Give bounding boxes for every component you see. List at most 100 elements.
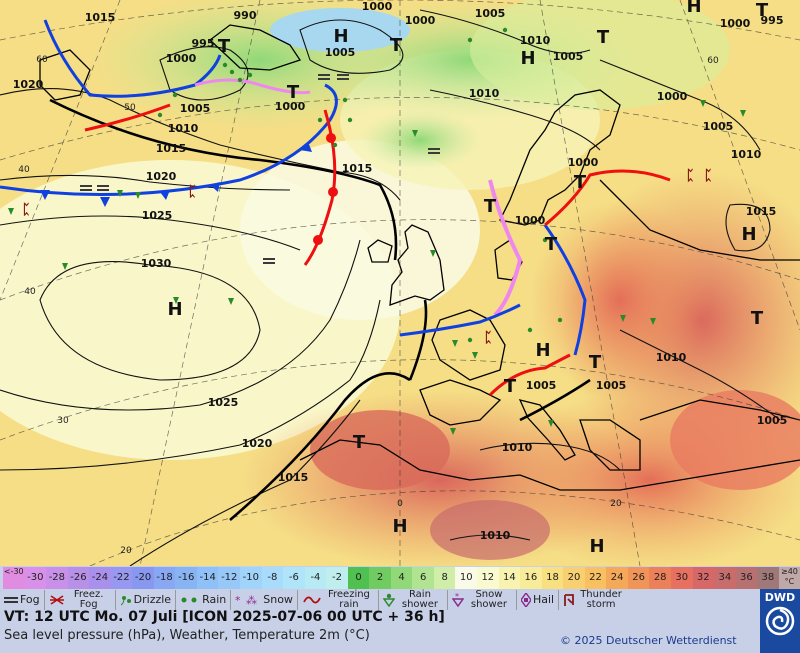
drizzle-icon [120,596,131,606]
svg-text:⁂: ⁂ [246,594,257,606]
dwd-swirl-icon [765,606,795,636]
cold-front-europe [399,303,521,337]
temperature-scale-cell: -30 [24,567,47,589]
temperature-scale-cell: -12 [218,567,241,589]
temperature-scale-cell: 38 [757,567,779,589]
thunderstorm-icon [564,594,574,606]
hail-icon [520,593,531,607]
svg-text:ᛈ: ᛈ [22,202,30,218]
troughs [49,98,591,521]
legend-label: Drizzle [133,593,172,606]
high-pressure-center: H [392,516,407,537]
legend-snow-shower: * Snow shower [448,590,517,610]
svg-text:ᛈ: ᛈ [704,168,712,184]
high-pressure-center: H [686,0,701,17]
cold-front-atlantic [0,83,338,197]
isobar-label: 1030 [141,257,172,270]
rain-icon [181,597,197,603]
freezing-fog-icon [49,595,64,605]
temperature-scale-cell: -2 [326,567,348,589]
legend-freezing-fog: Freez. Fog [45,590,116,610]
low-pressure-center: T [589,352,602,373]
legend-label: Thunder storm [580,589,622,610]
isobar-label: 1020 [13,78,44,91]
low-pressure-center: T [756,0,769,21]
weather-symbols [8,27,746,435]
warm-front-east [544,169,671,227]
isobar-label: 1005 [596,379,627,392]
low-pressure-center: T [504,376,517,397]
isobar-label: 995 [192,37,215,50]
temperature-scale-cell: -26 [67,567,90,589]
svg-text:ᛈ: ᛈ [188,184,196,200]
legend-label: Rain [202,593,227,606]
cold-front-north [43,19,222,98]
latitude-longitude-label: 20 [610,499,622,509]
temperature-scale-cell: -6 [283,567,305,589]
latitude-longitude-label: 50 [124,103,136,113]
isobar-label: 1005 [553,50,584,63]
snow-icon: * ⁂ [235,594,257,606]
isobar-label: 1000 [275,100,306,113]
isobar-label: 1010 [480,529,511,542]
valid-time-title: VT: 12 UTC Mo. 07 Juli [ICON 2025-07-06 … [4,609,445,625]
high-pressure-center: H [741,224,756,245]
isobar-label: 1020 [242,437,273,450]
graticule [0,0,800,566]
isobar-label: 995 [761,14,784,27]
legend-rain-shower: Rain shower [379,590,448,610]
isobar-label: 1015 [156,142,187,155]
isobar-label: 1025 [142,209,173,222]
occlusion-north [194,78,311,95]
low-pressure-center: T [597,27,610,48]
weather-legend: Fog Freez. Fog Drizzle Rain * ⁂ Snow Free… [0,589,760,611]
temperature-scale-cell: 4 [390,567,413,589]
isobar-label: 1010 [168,122,199,135]
temperature-scale: <-30 -30 -28 -26 -24 -22 -20 -18 -16 -14 -12 -10 -8-… [3,567,800,589]
temperature-scale-cell: 2 [369,567,391,589]
fog-icon [4,597,18,603]
isobar-label: 1000 [720,17,751,30]
legend-rain: Rain [176,590,232,610]
isobar-label: 1025 [208,396,239,409]
legend-label: Freez. Fog [73,589,104,610]
legend-label: Rain shower [401,589,438,610]
legend-label: Freezing rain [327,589,370,610]
svg-text:*: * [235,594,241,606]
temperature-scale-cell: 16 [520,567,542,589]
temperature-scale-cell: 34 [714,567,736,589]
temperature-scale-cell: 30 [670,567,693,589]
temperature-scale-cell: -4 [304,567,327,589]
legend-hail: Hail [517,590,560,610]
temperature-scale-cell: -24 [89,567,111,589]
warm-front-alps [488,353,571,397]
temperature-scale-cell: 28 [649,567,671,589]
temperature-scale-cell: 6 [412,567,434,589]
temperature-scale-cell: 20 [563,567,585,589]
grid-label-layer: 60 50 40 40 30 20 60 0 20 [18,55,719,556]
legend-fog: Fog [0,590,45,610]
low-pressure-center: T [484,196,497,217]
high-pressure-center: H [520,48,535,69]
latitude-longitude-label: 40 [24,287,36,297]
low-pressure-center: T [390,35,403,56]
temperature-scale-cell: -14 [196,567,219,589]
isobar-label: 1005 [757,414,788,427]
legend-drizzle: Drizzle [116,590,177,610]
temperature-scale-cell: <-30 [3,567,25,589]
isobar-label: 1005 [475,7,506,20]
high-pressure-center: H [167,299,182,320]
logo-text: DWD [764,591,796,604]
temperature-scale-cell: 22 [584,567,607,589]
isobar-label: 1000 [405,14,436,27]
coastlines [39,24,800,491]
temperature-scale-cell: ≥40 °C [778,567,800,589]
legend-thunderstorm: Thunder storm [559,590,629,610]
latitude-longitude-label: 40 [18,165,30,175]
temperature-scale-cell: 32 [692,567,715,589]
isobar-label: 1015 [746,205,777,218]
isobars [0,9,781,566]
isobar-label: 1020 [146,170,177,183]
